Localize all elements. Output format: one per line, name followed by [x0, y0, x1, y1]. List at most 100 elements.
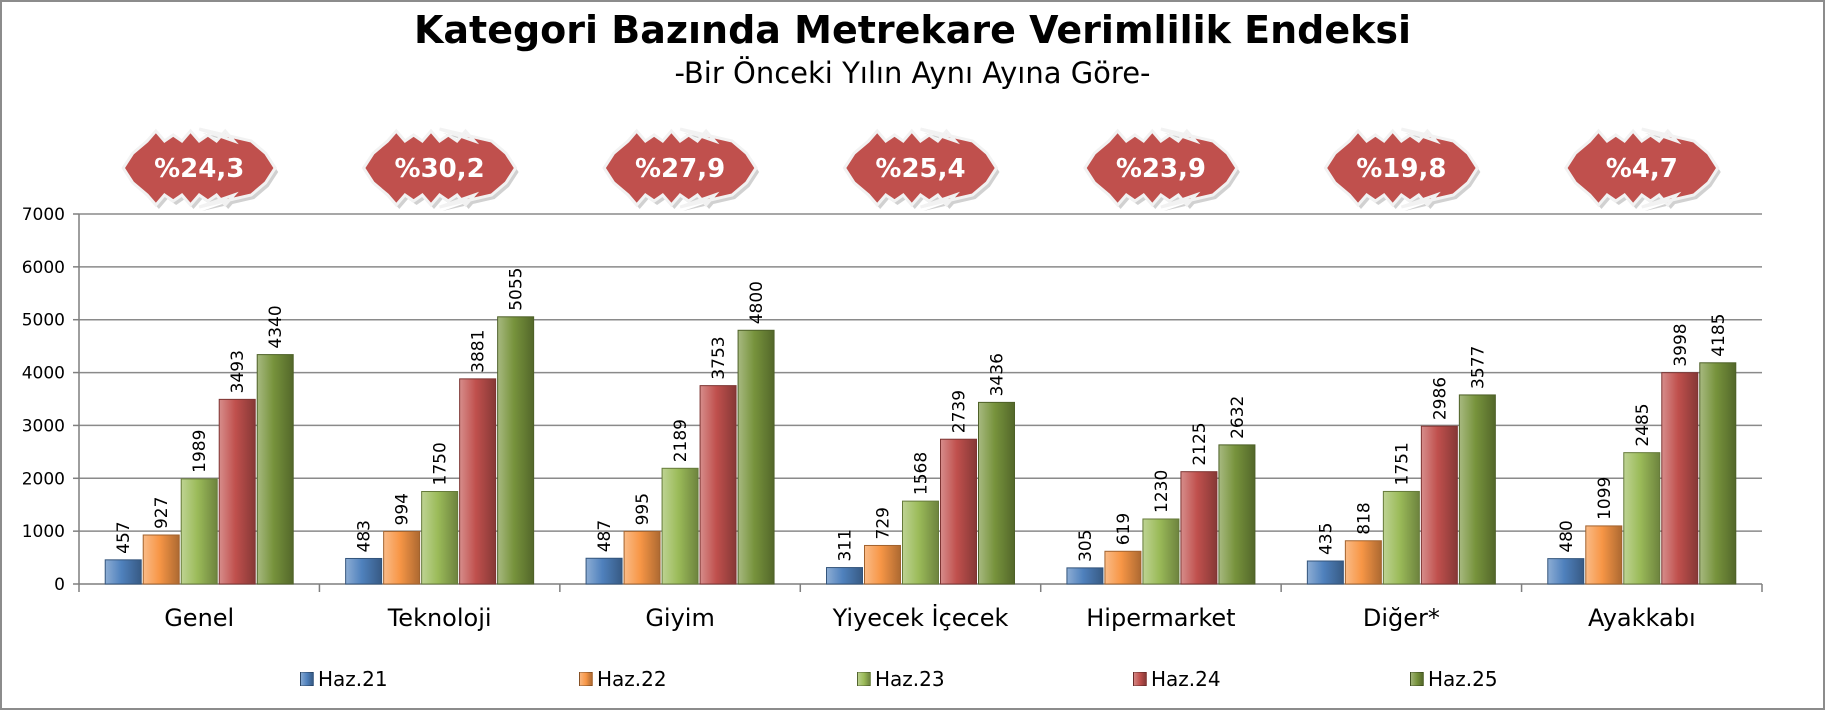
legend-swatch — [300, 672, 314, 686]
bar — [940, 438, 977, 585]
bar — [978, 401, 1015, 585]
bar — [256, 354, 294, 585]
data-label: 619 — [1114, 513, 1134, 545]
legend-item: Haz.21 — [300, 667, 388, 691]
change-badge — [842, 127, 999, 209]
change-badge-label: %27,9 — [635, 154, 725, 184]
data-label: 3753 — [709, 336, 729, 379]
data-label: 1751 — [1392, 442, 1412, 485]
bar — [1547, 558, 1585, 585]
chart-title: Kategori Bazında Metrekare Verimlilik En… — [413, 8, 1412, 52]
legend-item: Haz.23 — [857, 667, 945, 691]
data-label: 2485 — [1633, 403, 1653, 446]
x-tick-label: Ayakkabı — [1588, 604, 1696, 632]
bar — [1420, 425, 1458, 585]
x-tick-label: Yiyecek İçecek — [832, 603, 1009, 632]
bar — [585, 557, 623, 585]
bar — [497, 316, 535, 585]
data-label: 305 — [1076, 529, 1096, 561]
bar — [345, 557, 383, 585]
y-tick-label: 1000 — [22, 522, 65, 542]
x-tick-label: Hipermarket — [1086, 604, 1235, 632]
x-tick-label: Genel — [164, 604, 234, 632]
change-badge — [121, 127, 277, 209]
bar — [1104, 550, 1142, 585]
bar — [1699, 362, 1737, 585]
bar — [699, 385, 737, 585]
bar — [826, 567, 863, 585]
data-label: 2125 — [1190, 422, 1210, 465]
legend-label: Haz.24 — [1151, 667, 1221, 691]
bar — [459, 378, 497, 585]
bar — [902, 500, 939, 585]
bar — [864, 544, 901, 585]
bar — [421, 491, 459, 585]
data-label: 487 — [595, 520, 615, 552]
data-label: 1099 — [1595, 477, 1615, 520]
data-label: 3881 — [469, 330, 489, 373]
data-label: 483 — [355, 520, 375, 552]
data-label: 457 — [114, 521, 134, 553]
chart-subtitle: -Bir Önceki Yılın Aynı Ayına Göre- — [674, 56, 1151, 90]
bar — [1458, 394, 1496, 585]
bar — [1382, 490, 1420, 585]
data-label: 3577 — [1468, 346, 1488, 389]
data-label: 4340 — [266, 305, 286, 348]
data-label: 994 — [393, 493, 413, 525]
legend-label: Haz.21 — [318, 667, 388, 691]
data-label: 1989 — [190, 430, 210, 473]
y-tick-label: 4000 — [22, 364, 65, 384]
data-label: 435 — [1316, 523, 1336, 555]
bar — [1142, 518, 1180, 585]
change-badge-label: %23,9 — [1116, 154, 1206, 184]
legend-label: Haz.22 — [597, 667, 667, 691]
change-badge — [602, 127, 758, 209]
bar — [1661, 372, 1699, 585]
y-tick-label: 5000 — [22, 311, 65, 331]
bar — [1066, 567, 1104, 585]
data-label: 4185 — [1709, 314, 1729, 357]
bar — [1180, 471, 1218, 585]
bar — [1306, 560, 1344, 585]
legend-label: Haz.25 — [1428, 667, 1498, 691]
change-badge — [361, 127, 518, 209]
data-label: 1568 — [912, 452, 932, 495]
bar — [1623, 452, 1661, 585]
y-tick-label: 3000 — [22, 416, 65, 436]
data-label: 729 — [874, 507, 894, 539]
data-label: 4800 — [747, 281, 767, 324]
bar — [180, 478, 218, 585]
legend-swatch — [579, 672, 593, 686]
data-label: 2632 — [1228, 396, 1248, 439]
data-label: 2986 — [1430, 377, 1450, 420]
bar — [1218, 444, 1256, 585]
legend-label: Haz.23 — [875, 667, 945, 691]
y-tick-label: 7000 — [22, 205, 65, 225]
x-tick-label: Teknoloji — [387, 604, 492, 632]
bar — [1344, 540, 1382, 585]
data-label: 3436 — [988, 353, 1008, 396]
data-label: 927 — [152, 497, 172, 529]
change-badge-label: %25,4 — [875, 154, 965, 184]
change-badge — [1323, 127, 1480, 209]
legend-item: Haz.22 — [579, 667, 667, 691]
change-badge — [1564, 127, 1720, 209]
legend-swatch — [1133, 672, 1147, 686]
data-label: 818 — [1354, 502, 1374, 534]
bar — [218, 398, 256, 585]
x-tick-label: Giyim — [645, 604, 715, 632]
data-label: 311 — [836, 529, 856, 561]
bar — [142, 534, 180, 585]
change-badge-label: %19,8 — [1356, 154, 1446, 184]
y-tick-label: 0 — [54, 575, 65, 595]
data-label: 995 — [633, 493, 653, 525]
bar — [661, 467, 699, 585]
legend-swatch — [1410, 672, 1424, 686]
x-tick-label: Diğer* — [1363, 604, 1440, 632]
data-label: 2739 — [950, 390, 970, 433]
legend-item: Haz.24 — [1133, 667, 1221, 691]
bar — [737, 329, 775, 585]
change-badge-label: %30,2 — [395, 154, 485, 184]
